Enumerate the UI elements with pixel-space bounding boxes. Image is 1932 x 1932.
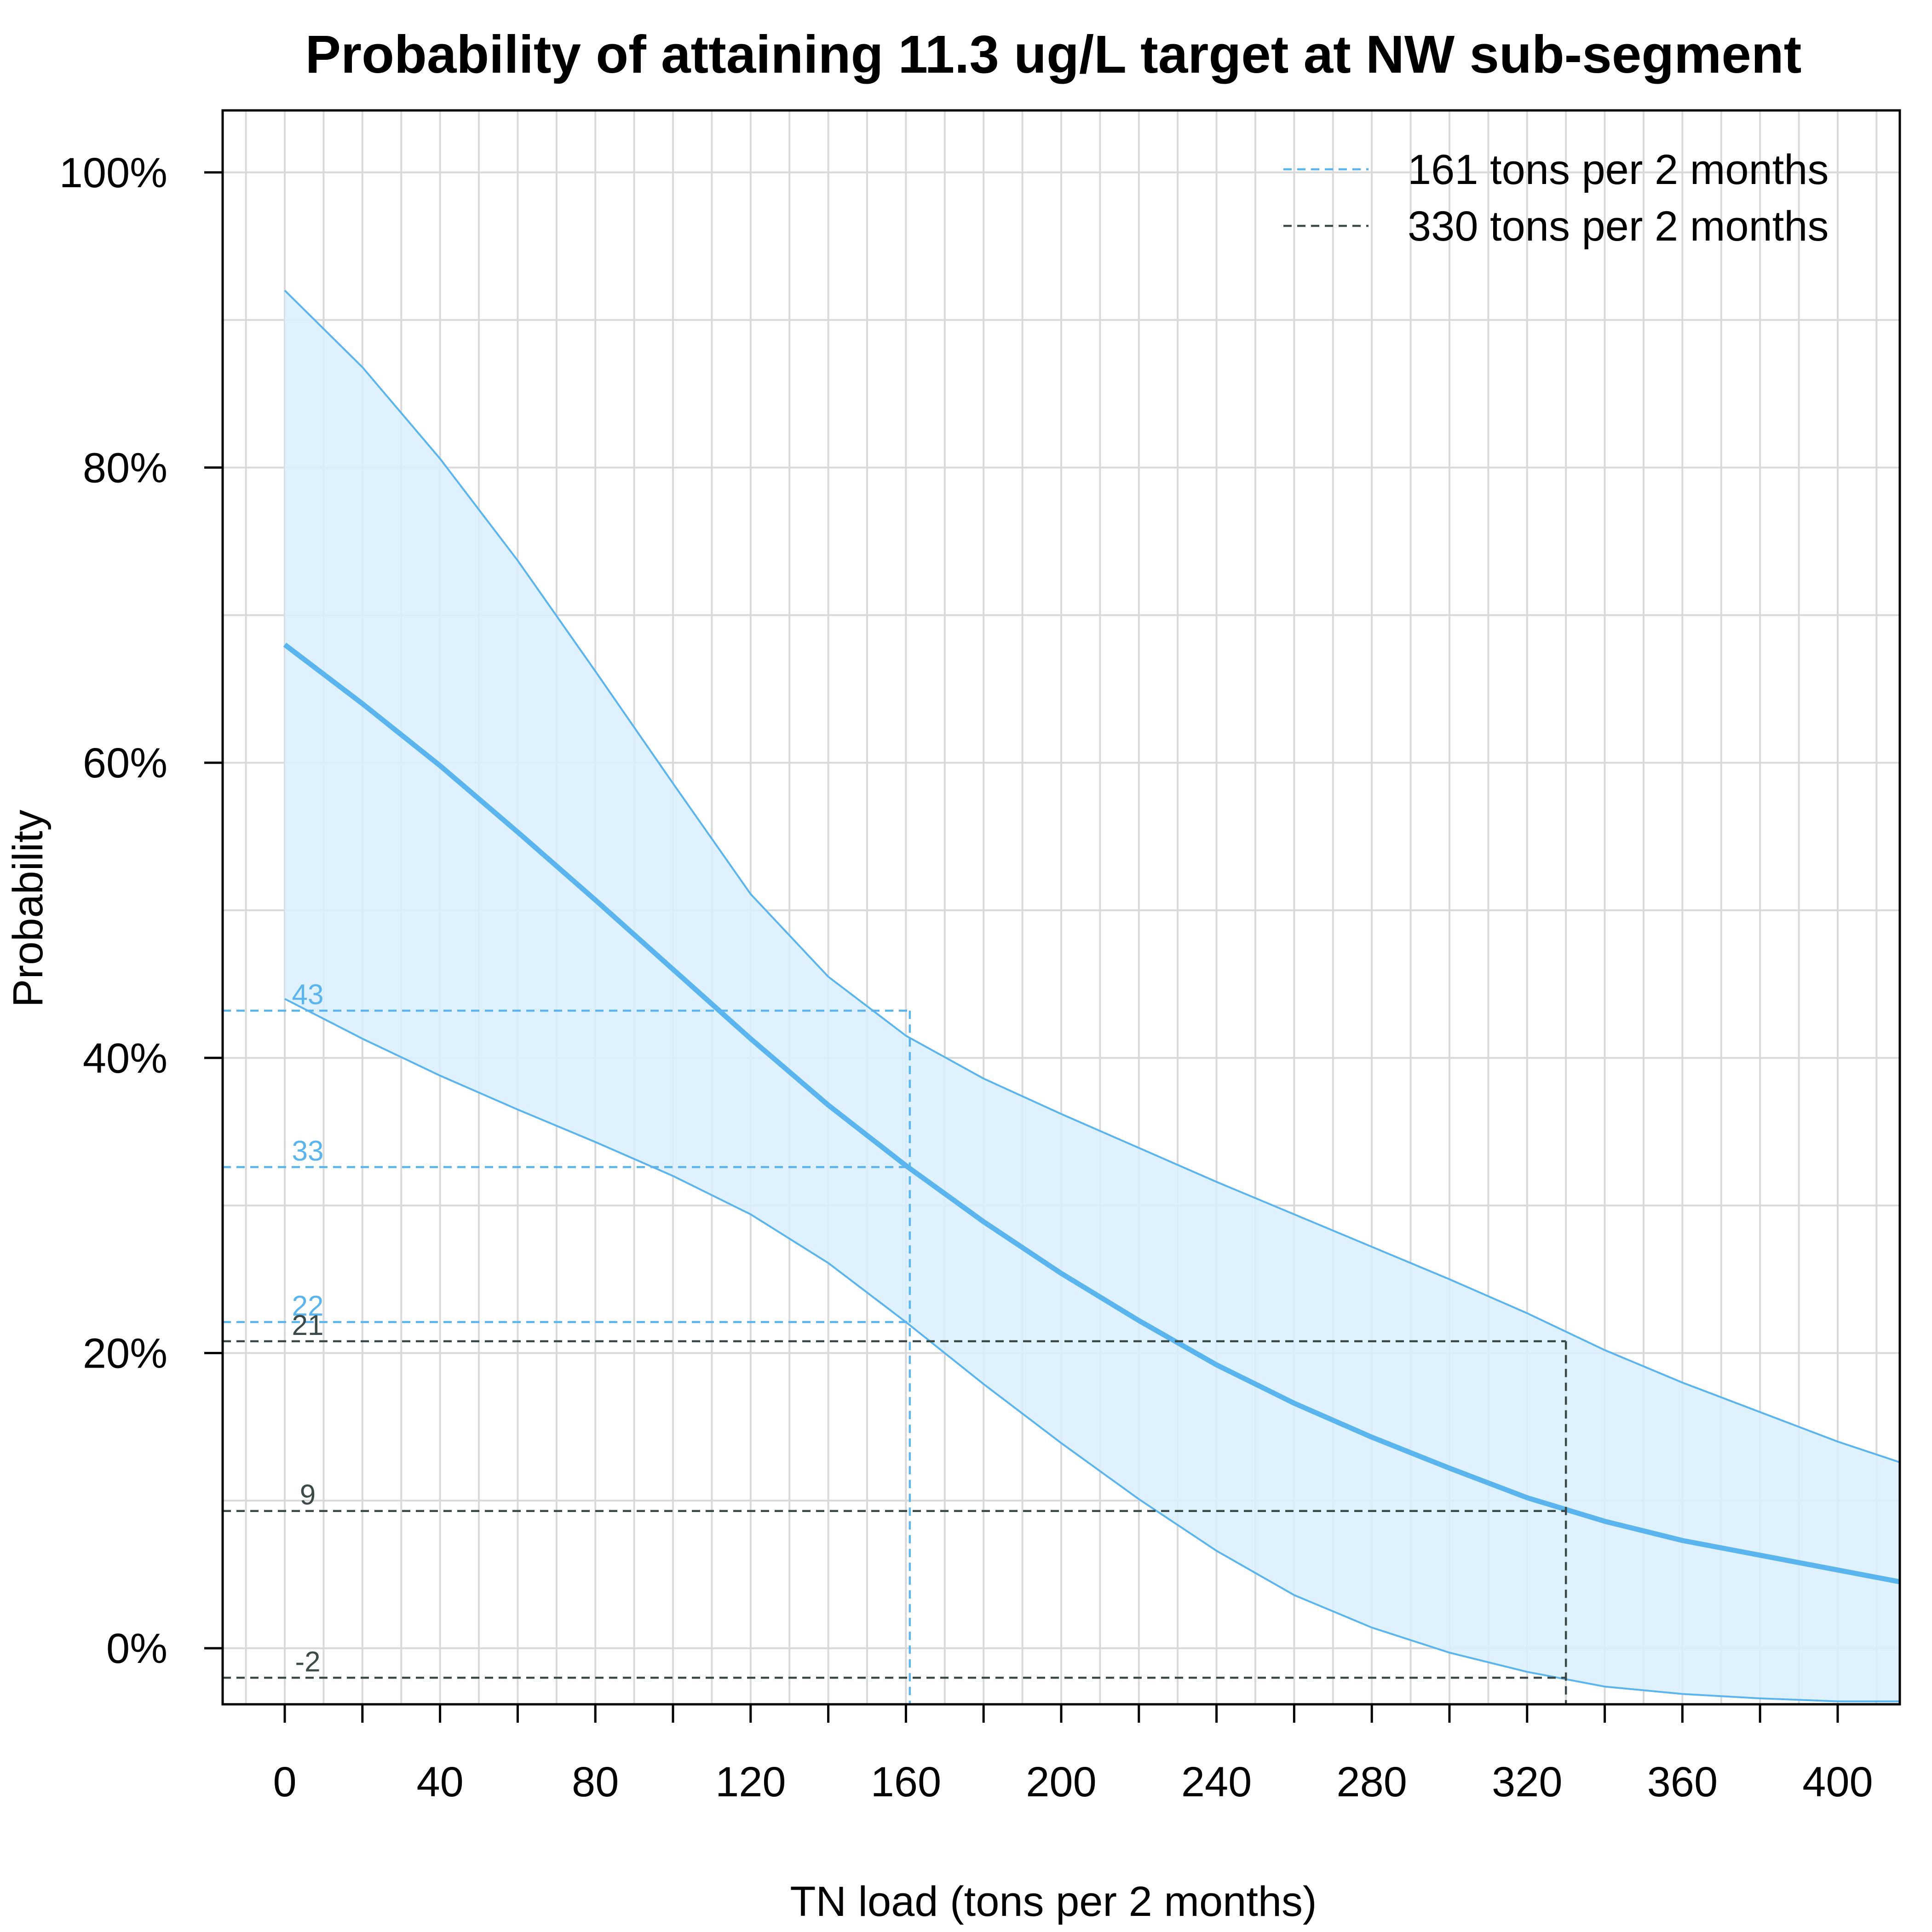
y-tick-label: 40% bbox=[83, 1035, 167, 1082]
lower-bound-line bbox=[284, 998, 1900, 1702]
x-tick-label: 400 bbox=[1802, 1759, 1873, 1806]
y-tick-label: 80% bbox=[83, 444, 167, 491]
confidence-band-area bbox=[285, 290, 1900, 1702]
x-axis-label: TN load (tons per 2 months) bbox=[790, 1878, 1317, 1925]
scenario-0-level-label: 33 bbox=[292, 1135, 324, 1167]
axes: 0 40 80 120 160 200 240 280 320 360 400 0% 20% 40% 60%… bbox=[59, 150, 1873, 1806]
y-axis-label: Probability bbox=[5, 810, 52, 1007]
legend-label-0: 161 tons per 2 months bbox=[1408, 146, 1828, 193]
x-tick-label: 80 bbox=[572, 1759, 619, 1806]
series-lines bbox=[283, 289, 1901, 1702]
legend: 161 tons per 2 months 330 tons per 2 mont… bbox=[1283, 146, 1828, 250]
y-tick-label: 0% bbox=[106, 1625, 167, 1672]
x-tick-label: 240 bbox=[1181, 1759, 1252, 1806]
upper-bound-line bbox=[284, 289, 1900, 1463]
legend-label-1: 330 tons per 2 months bbox=[1408, 203, 1828, 250]
scenario-0-level-label: 43 bbox=[292, 979, 324, 1011]
x-tick-label: 320 bbox=[1492, 1759, 1563, 1806]
x-tick-label: 0 bbox=[273, 1759, 296, 1806]
y-tick-label: 100% bbox=[59, 150, 167, 196]
x-tick-label: 200 bbox=[1026, 1759, 1097, 1806]
scenario-1-level-label: 9 bbox=[300, 1479, 316, 1511]
median-line bbox=[283, 643, 1901, 1585]
x-tick-label: 360 bbox=[1647, 1759, 1718, 1806]
y-tick-label: 60% bbox=[83, 740, 167, 787]
x-tick-label: 160 bbox=[871, 1759, 942, 1806]
x-tick-label: 280 bbox=[1336, 1759, 1407, 1806]
y-tick-label: 20% bbox=[83, 1330, 167, 1377]
scenario-0-level-label: 22 bbox=[292, 1290, 324, 1322]
x-tick-label: 120 bbox=[715, 1759, 786, 1806]
x-tick-label: 40 bbox=[416, 1759, 463, 1806]
confidence-band bbox=[285, 290, 1900, 1702]
scenario-1-level-label: -2 bbox=[295, 1646, 320, 1678]
scenario-1-level-label: 21 bbox=[292, 1310, 324, 1341]
chart-title: Probability of attaining 11.3 ug/L targe… bbox=[305, 24, 1802, 84]
